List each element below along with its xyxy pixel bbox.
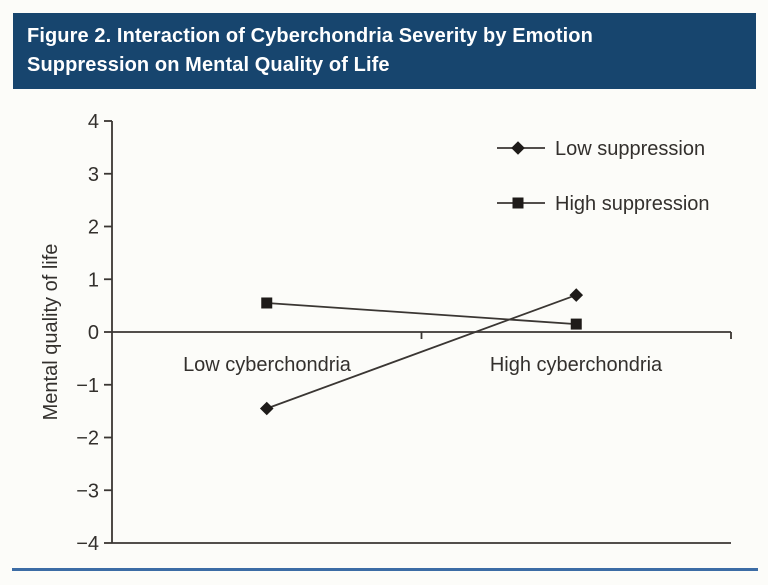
y-tick-label: −4: [76, 533, 99, 555]
figure-bottom-rule: [12, 568, 758, 571]
series-line-low-suppression: [266, 294, 577, 410]
series-layer: [259, 141, 584, 416]
y-axis-title: Mental quality of life: [40, 244, 62, 421]
axes-layer: 4 3 2 1 0 −1 −2 −3 −4: [76, 111, 732, 555]
legend-key-low-suppression: [497, 141, 545, 155]
y-tick-label: 1: [88, 269, 99, 291]
legend-diamond-marker: [511, 141, 525, 155]
square-marker: [570, 318, 582, 330]
legend-label-low-suppression: Low suppression: [555, 138, 705, 160]
figure-title-bar: Figure 2. Interaction of Cyberchondria S…: [13, 13, 756, 89]
x-category-label-high: High cyberchondria: [490, 354, 663, 376]
square-marker: [261, 297, 273, 309]
legend-square-marker: [512, 197, 524, 209]
y-tick-label: 4: [88, 111, 99, 133]
y-tick-label: 0: [88, 322, 99, 344]
diamond-marker: [569, 288, 584, 302]
y-tick-label: −2: [76, 428, 99, 450]
figure-title-line-1: Figure 2. Interaction of Cyberchondria S…: [27, 25, 593, 47]
legend-key-high-suppression: [497, 197, 545, 209]
series-line-high-suppression: [266, 302, 577, 325]
figure-title-line-2: Suppression on Mental Quality of Life: [27, 54, 390, 76]
y-tick-label: 3: [88, 164, 99, 186]
y-tick-label: −3: [76, 480, 99, 502]
diamond-marker: [259, 401, 274, 416]
legend-label-high-suppression: High suppression: [555, 193, 710, 215]
series-high-suppression: [261, 297, 582, 330]
y-tick-label: −1: [76, 375, 99, 397]
y-tick-label: 2: [88, 217, 99, 239]
series-low-suppression: [259, 288, 584, 416]
x-category-label-low: Low cyberchondria: [183, 354, 352, 376]
